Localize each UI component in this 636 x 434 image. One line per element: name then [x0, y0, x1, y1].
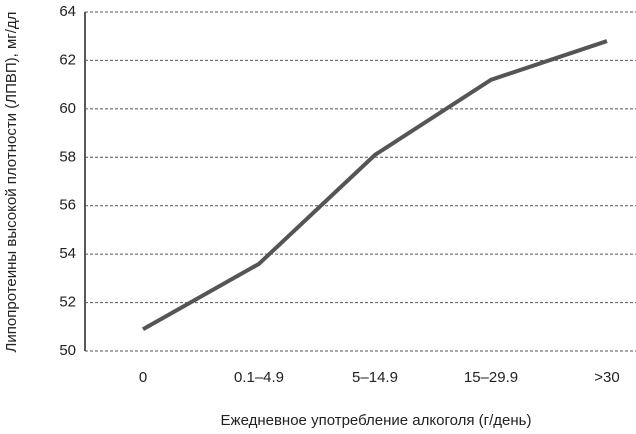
x-tick-label: 15–29.9 [464, 369, 518, 386]
x-tick-label: >30 [594, 369, 619, 386]
y-tick-label: 60 [59, 100, 76, 117]
x-tick-label: 5–14.9 [352, 369, 398, 386]
y-tick-label: 58 [59, 148, 76, 165]
x-tick-label: 0 [139, 369, 147, 386]
y-tick-label: 56 [59, 197, 76, 214]
y-tick-label: 62 [59, 51, 76, 68]
y-axis-label: Липопротеины высокой плотности (ЛПВП), м… [3, 12, 20, 353]
y-tick-label: 50 [59, 342, 76, 359]
x-tick-label: 0.1–4.9 [234, 369, 284, 386]
y-tick-label: 64 [59, 3, 76, 20]
x-axis-label: Ежедневное употребление алкоголя (г/день… [221, 412, 532, 429]
y-tick-label: 52 [59, 294, 76, 311]
data-line [142, 39, 608, 331]
y-tick-label: 54 [59, 245, 76, 262]
